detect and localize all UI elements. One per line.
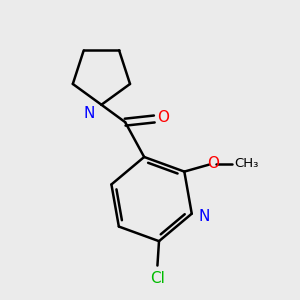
Text: N: N [83, 106, 94, 121]
Text: N: N [199, 209, 210, 224]
Text: O: O [158, 110, 169, 125]
Text: CH₃: CH₃ [234, 157, 258, 170]
Text: O: O [207, 156, 219, 171]
Text: Cl: Cl [150, 271, 165, 286]
